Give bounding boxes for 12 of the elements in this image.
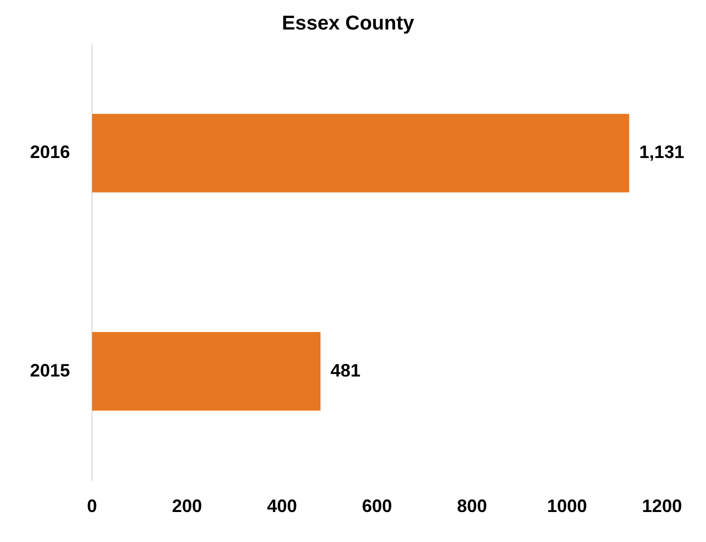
y-tick-label: 2015 [30, 360, 70, 380]
data-label: 1,131 [639, 142, 684, 162]
y-tick-label: 2016 [30, 142, 70, 162]
x-tick-label: 1000 [546, 496, 588, 516]
x-tick-label: 400 [267, 496, 298, 516]
x-tick-label: 800 [456, 496, 488, 516]
x-tick-label: 1200 [642, 496, 682, 516]
x-tick-label: 200 [172, 496, 202, 516]
chart-title: Essex County [282, 12, 416, 35]
x-tick-label: 0 [87, 496, 98, 516]
x-tick-label: 600 [362, 496, 392, 516]
data-label: 481 [330, 360, 361, 380]
